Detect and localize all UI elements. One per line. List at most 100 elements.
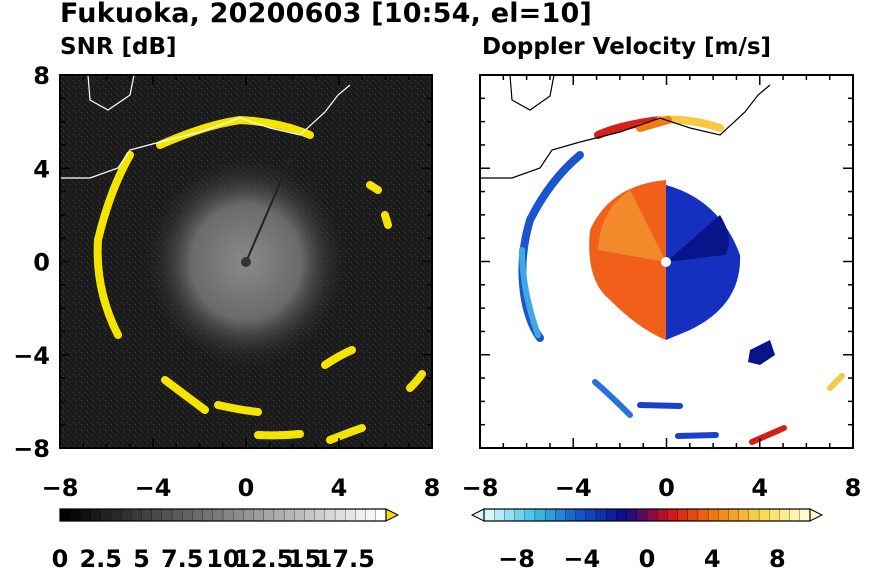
- snr-ring-south-a: [214, 401, 262, 416]
- snr-colorbar-extend-arrow: [385, 508, 400, 522]
- snr-colorbar-tick-label: 15: [288, 545, 321, 570]
- snr-colorbar-cell: [161, 508, 173, 522]
- velocity-colorbar-cell: [738, 508, 750, 522]
- snr-ring-west: [93, 151, 134, 339]
- snr-ring-south-b: [254, 430, 304, 440]
- snr-blocked-ray: [245, 159, 291, 263]
- velocity-colorbar-cell: [585, 508, 597, 522]
- coastline-right-b: [480, 84, 771, 179]
- snr-colorbar-tick-label: 10: [206, 545, 239, 570]
- velocity-cluster-southeast: [748, 340, 775, 365]
- x-tick-label: −4: [555, 474, 592, 502]
- velocity-ring-southwest: [592, 379, 633, 418]
- velocity-ring-southeast: [749, 425, 787, 445]
- velocity-colorbar-cell: [534, 508, 546, 522]
- snr-colorbar-cell: [243, 508, 255, 522]
- velocity-colorbar-cell: [504, 508, 516, 522]
- y-tick-label: 8: [33, 62, 50, 90]
- snr-ring-north: [156, 115, 314, 149]
- velocity-colorbar-cell: [514, 508, 526, 522]
- velocity-axis-ticks: −8 −4 0 4 8: [462, 74, 862, 502]
- velocity-colorbar-cell: [667, 508, 679, 522]
- snr-panel-title: SNR [dB]: [60, 34, 177, 60]
- velocity-colorbar-cell: [789, 508, 801, 522]
- snr-ring-east-b: [381, 211, 392, 229]
- snr-colorbar-cell: [70, 508, 82, 522]
- velocity-colorbar-cell: [799, 508, 811, 522]
- x-tick-label: 8: [424, 474, 441, 502]
- snr-colorbar-cell: [110, 508, 122, 522]
- velocity-near-field-east-core: [666, 215, 729, 262]
- velocity-colorbar-cell: [483, 508, 495, 522]
- velocity-colorbar-tick-label: −4: [563, 545, 600, 570]
- velocity-colorbar-cell: [646, 508, 658, 522]
- snr-colorbar-cell: [294, 508, 306, 522]
- velocity-colorbar-tick-label: 0: [639, 545, 656, 570]
- snr-colorbar-cell: [304, 508, 316, 522]
- coastline-left-a: [87, 75, 135, 111]
- snr-colorbar-cell: [263, 508, 275, 522]
- x-tick-label: 0: [238, 474, 255, 502]
- snr-colorbar-cell: [345, 508, 357, 522]
- velocity-panel-title: Doppler Velocity [m/s]: [482, 34, 772, 60]
- velocity-colorbar-extend-low: [470, 508, 485, 522]
- velocity-colorbar-cell: [575, 508, 587, 522]
- figure-title: Fukuoka, 20200603 [10:54, el=10]: [60, 0, 593, 29]
- snr-colorbar-tick-label: 5: [133, 545, 150, 570]
- x-tick-label: 8: [845, 474, 862, 502]
- x-tick-label: 4: [331, 474, 348, 502]
- snr-colorbar-cell: [212, 508, 224, 522]
- snr-colorbar-cell: [273, 508, 285, 522]
- velocity-colorbar-tick-label: 8: [769, 545, 786, 570]
- radar-site-right: [661, 257, 671, 267]
- snr-colorbar-tick-label: 2.5: [79, 545, 122, 570]
- velocity-ring-south: [637, 402, 683, 409]
- snr-ring-east-south: [406, 370, 426, 392]
- radar-site-left: [241, 257, 251, 267]
- snr-colorbar-cell: [233, 508, 245, 522]
- snr-colorbar-cell: [59, 508, 71, 522]
- snr-ring-southeast: [321, 346, 356, 369]
- snr-colorbar-cell: [192, 508, 204, 522]
- x-tick-label: −8: [462, 474, 499, 502]
- y-tick-label: −4: [13, 342, 50, 370]
- velocity-colorbar-cell: [544, 508, 556, 522]
- snr-colorbar-cell: [314, 508, 326, 522]
- velocity-colorbar-tick-label: −8: [498, 545, 535, 570]
- velocity-colorbar-cell: [769, 508, 781, 522]
- snr-colorbar-cell: [334, 508, 346, 522]
- velocity-ring-north-c: [636, 116, 672, 132]
- velocity-colorbar-cell: [687, 508, 699, 522]
- velocity-colorbar-cell: [728, 508, 740, 522]
- velocity-colorbar-frame: [483, 508, 811, 522]
- velocity-colorbar: −8 −4 0 4 8: [470, 508, 824, 570]
- velocity-colorbar-cell: [758, 508, 770, 522]
- velocity-colorbar-cell: [595, 508, 607, 522]
- snr-colorbar-cell: [182, 508, 194, 522]
- coastline-left-b: [60, 84, 351, 179]
- velocity-ring-south-b: [675, 432, 719, 439]
- snr-colorbar-cell: [375, 508, 387, 522]
- snr-colorbar-cell: [120, 508, 132, 522]
- snr-colorbar-cell: [355, 508, 367, 522]
- velocity-colorbar-cell: [636, 508, 648, 522]
- snr-ring-south-c: [326, 424, 366, 444]
- snr-panel: −8 −4 0 4 8 8 4 0 −4 −8: [13, 62, 440, 502]
- snr-colorbar-cell: [131, 508, 143, 522]
- velocity-colorbar-tick-label: 4: [704, 545, 721, 570]
- velocity-colorbar-cell: [677, 508, 689, 522]
- velocity-colorbar-cell: [779, 508, 791, 522]
- snr-colorbar-tick-label: 0: [52, 545, 69, 570]
- x-tick-label: 4: [751, 474, 768, 502]
- snr-ring-southwest: [161, 376, 209, 414]
- snr-colorbar-cell: [253, 508, 265, 522]
- x-tick-label: 0: [658, 474, 675, 502]
- snr-colorbar-cell: [90, 508, 102, 522]
- velocity-colorbar-cell: [494, 508, 506, 522]
- snr-colorbar-cell: [100, 508, 112, 522]
- velocity-colorbar-cell: [524, 508, 536, 522]
- snr-colorbar-cell: [141, 508, 153, 522]
- snr-colorbar-cell: [324, 508, 336, 522]
